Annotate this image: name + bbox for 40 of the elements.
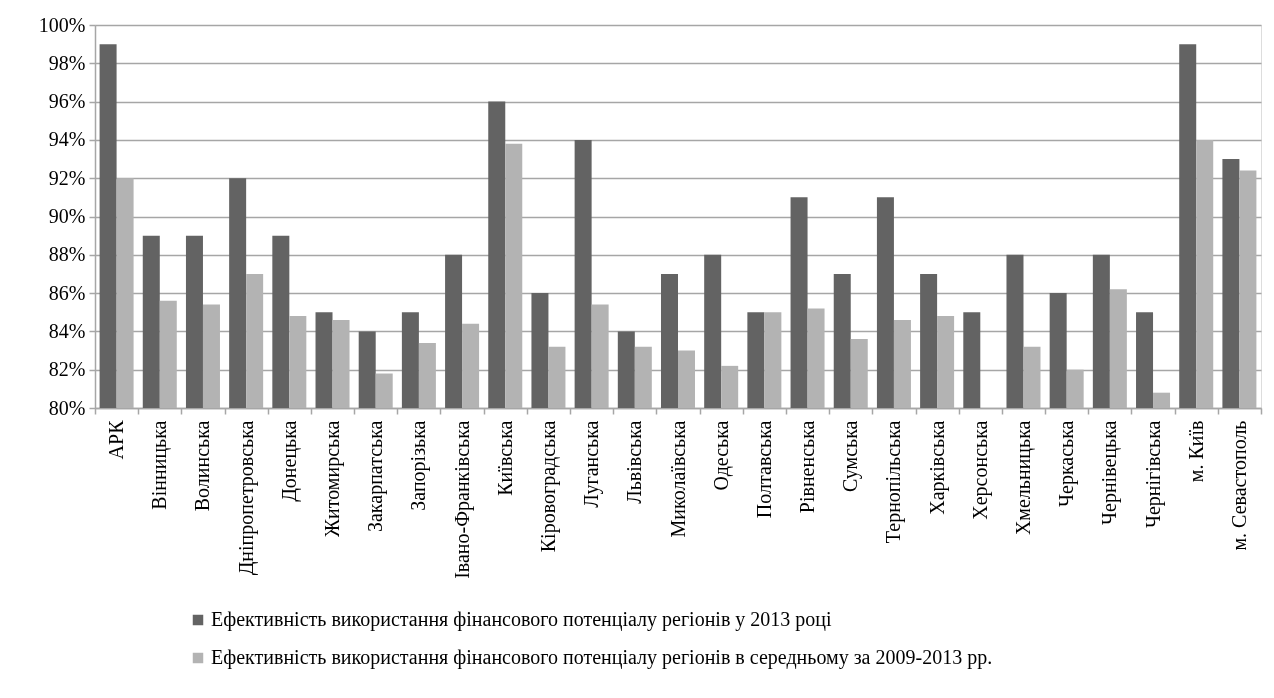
- x-tick-label: Сумська: [839, 420, 863, 493]
- x-tick-label: Харківська: [925, 420, 949, 515]
- y-tick-label: 86%: [48, 281, 86, 304]
- x-tick-label: Волинська: [191, 420, 214, 512]
- x-tick-label: Кіровоградська: [536, 420, 560, 553]
- x-tick-label: Донецька: [277, 420, 301, 502]
- y-tick-label: 82%: [48, 358, 86, 381]
- y-tick-label: 98%: [48, 51, 86, 74]
- x-tick-label: Херсонська: [968, 420, 992, 520]
- x-tick-label: Черкаська: [1055, 420, 1079, 507]
- x-tick-label: Полтавська: [752, 420, 775, 519]
- x-tick-label: Хмельницька: [1011, 420, 1035, 536]
- y-tick-label: 88%: [48, 243, 86, 266]
- y-tick-label: 80%: [48, 396, 86, 419]
- x-tick-label: АРК: [105, 419, 128, 460]
- x-tick-label: м. Севастополь: [1227, 420, 1250, 551]
- y-tick-label: 100%: [38, 13, 86, 36]
- x-tick-label: Рівненська: [796, 420, 819, 514]
- x-tick-label: Закарпатська: [364, 420, 388, 533]
- x-tick-label: Одеська: [709, 420, 733, 491]
- legend-label: Ефективність використання фінансового потенціалу регіонів в середньому за 2009-2013 рр.: [211, 646, 993, 669]
- x-tick-label: Івано-Франківська: [450, 420, 474, 579]
- x-tick-label: Львівська: [623, 420, 646, 504]
- y-tick-label: 96%: [48, 90, 86, 113]
- x-tick-label: Дніпропетровська: [234, 420, 258, 576]
- x-tick-label: Житомирська: [321, 420, 345, 537]
- x-tick-label: Тернопільська: [882, 420, 906, 544]
- y-tick-label: 90%: [48, 205, 86, 227]
- x-tick-label: Запорізька: [407, 420, 431, 511]
- x-tick-label: Чернігівська: [1141, 420, 1165, 529]
- x-tick-label: Київська: [493, 420, 516, 496]
- x-tick-label: м. Київ: [1184, 420, 1207, 483]
- y-tick-label: 92%: [48, 166, 86, 189]
- x-tick-label: Луганська: [580, 420, 604, 508]
- y-tick-label: 94%: [48, 128, 86, 151]
- x-tick-label: Вінницька: [148, 420, 172, 510]
- y-tick-label: 84%: [48, 319, 86, 342]
- x-tick-label: Чернівецька: [1098, 420, 1122, 525]
- x-tick-label: Миколаївська: [666, 420, 689, 538]
- legend-label: Ефективність використання фінансового потенціалу регіонів у 2013 році: [211, 608, 833, 631]
